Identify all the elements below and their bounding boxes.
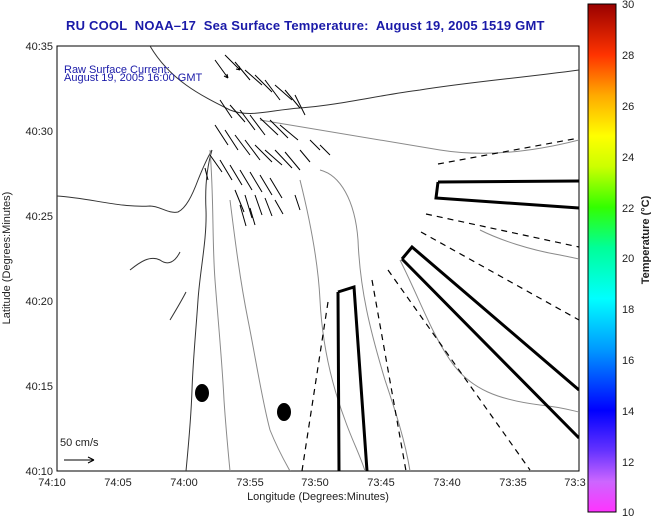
inlet-outline — [129, 251, 187, 321]
y-tick-label: 40:20 — [25, 296, 53, 308]
colorbar-ticks: 30 28 26 24 22 20 18 16 14 12 10 — [622, 0, 634, 518]
depth-contour — [399, 259, 579, 413]
depth-contour — [259, 119, 579, 154]
y-axis-label: Latitude (Degrees:Minutes) — [1, 192, 13, 325]
x-tick-label: 74:00 — [170, 477, 198, 489]
x-tick-label: 73:3 — [564, 477, 585, 489]
station-marker — [277, 403, 291, 421]
depth-contour — [299, 179, 366, 471]
scale-label: 50 cm/s — [60, 437, 99, 449]
y-tick-label: 40:30 — [25, 126, 53, 138]
x-tick-label: 73:35 — [499, 477, 527, 489]
y-tick-label: 40:10 — [25, 466, 53, 478]
colorbar-tick: 22 — [622, 203, 634, 215]
depth-contour — [479, 229, 579, 260]
y-tick-label: 40:35 — [25, 41, 53, 53]
scale-arrow — [64, 456, 95, 464]
colorbar — [587, 3, 617, 513]
x-tick-labels: 74:10 74:05 74:00 73:55 73:50 73:45 73:4… — [38, 477, 585, 489]
y-tick-labels: 40:35 40:30 40:25 40:20 40:15 40:10 — [25, 41, 53, 478]
annotation-line2: August 19, 2005 16:00 GMT — [64, 72, 202, 84]
depth-contour — [229, 199, 291, 471]
sector-south — [336, 285, 369, 471]
sector-north — [434, 179, 579, 210]
sector-diagonal — [400, 244, 579, 440]
coastline — [57, 149, 213, 471]
range-lines — [301, 137, 579, 471]
radar-sectors — [336, 179, 579, 471]
map-title-text: RU COOL NOAA–17 Sea Surface Temperature:… — [66, 18, 545, 33]
annotation-line1: Raw Surface Current: — [64, 64, 170, 76]
plot-frame — [56, 45, 580, 472]
x-tick-label: 73:55 — [236, 477, 264, 489]
colorbar-tick: 24 — [622, 152, 634, 164]
x-tick-label: 73:50 — [301, 477, 329, 489]
colorbar-tick: 16 — [622, 355, 634, 367]
current-vectors — [204, 54, 331, 227]
colorbar-tick: 20 — [622, 253, 634, 265]
colorbar-tick: 18 — [622, 304, 634, 316]
x-tick-label: 73:45 — [367, 477, 395, 489]
colorbar-tick: 30 — [622, 0, 634, 11]
map-content — [57, 46, 579, 471]
depth-contour — [209, 149, 231, 471]
y-tick-label: 40:15 — [25, 381, 53, 393]
y-tick-label: 40:25 — [25, 211, 53, 223]
colorbar-label: Temperature (°C) — [640, 195, 651, 284]
x-tick-label: 74:10 — [38, 477, 66, 489]
station-marker — [195, 384, 209, 402]
x-tick-label: 73:40 — [433, 477, 461, 489]
colorbar-tick: 12 — [622, 457, 634, 469]
map-title: RU COOL NOAA–17 Sea Surface Temperature:… — [0, 18, 651, 33]
colorbar-tick: 10 — [622, 507, 634, 518]
colorbar-tick: 28 — [622, 50, 634, 62]
depth-contour — [319, 169, 411, 471]
colorbar-tick: 26 — [622, 101, 634, 113]
x-tick-label: 74:05 — [104, 477, 132, 489]
bay-shoreline — [149, 46, 579, 114]
colorbar-tick: 14 — [622, 406, 634, 418]
x-axis-label: Longitude (Degrees:Minutes) — [247, 491, 389, 503]
